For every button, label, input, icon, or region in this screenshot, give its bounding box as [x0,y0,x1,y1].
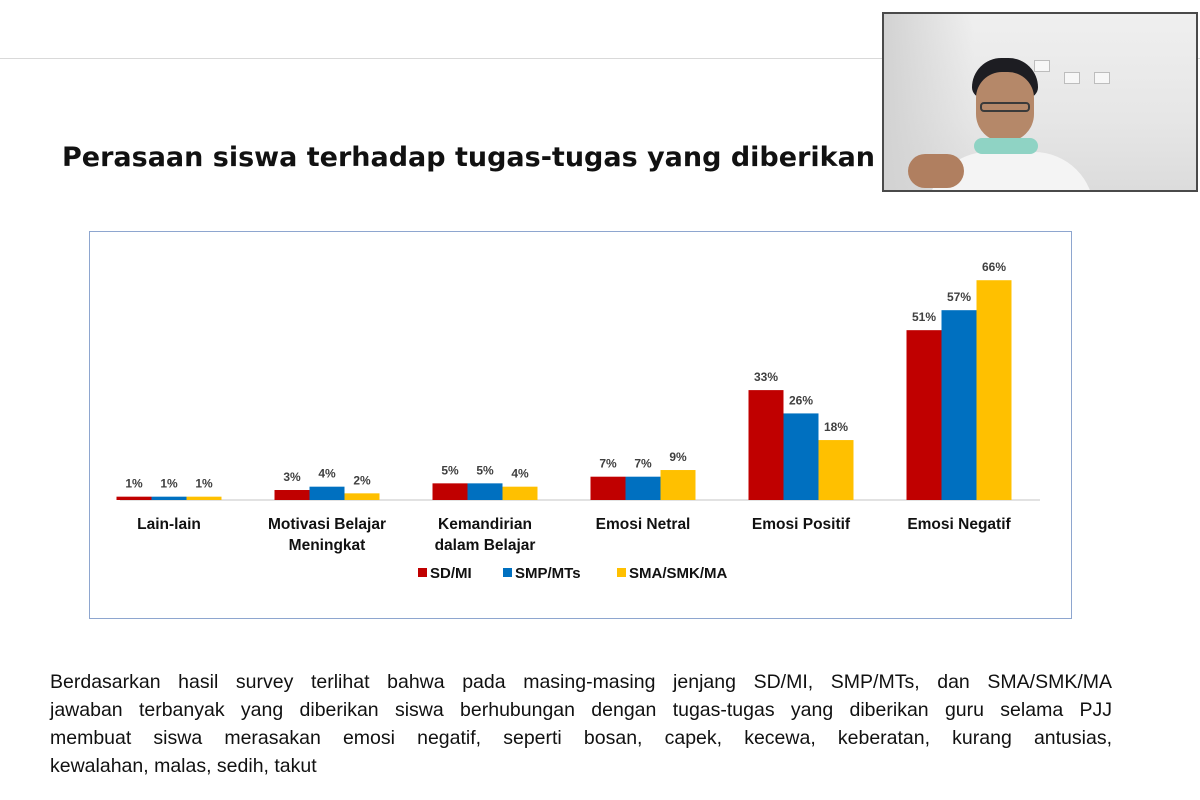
caption-line: membuat siswa merasakan emosi negatif, s… [50,727,1112,749]
bar [941,310,977,500]
wall-socket-icon [1064,72,1080,84]
category-label: Motivasi Belajar [268,516,386,533]
data-label: 7% [634,457,652,471]
data-label: 2% [353,473,371,487]
legend-swatch [418,568,427,577]
bar-chart: 1% 1% 1% Lain-lain 3% 4% 2% Motivasi Belajar Men… [116,260,1040,582]
bar [748,390,784,500]
webcam-video-feed[interactable] [882,12,1198,192]
data-label: 18% [824,420,848,434]
legend-swatch [503,568,512,577]
category-label: Kemandirian [438,516,532,533]
category-label: Emosi Positif [752,516,851,533]
top-divider [0,58,1200,59]
presenter-hand [908,154,964,188]
data-label: 5% [441,463,459,477]
category-label: Lain-lain [137,516,201,533]
data-label: 57% [947,290,971,304]
legend-label: SD/MI [430,565,472,582]
bar [502,486,538,500]
data-label: 9% [669,450,687,464]
caption-line: Berdasarkan hasil survey terlihat bahwa … [50,671,1112,693]
category-label: Emosi Netral [596,516,691,533]
data-label: 1% [125,477,143,491]
legend-label: SMP/MTs [515,565,581,582]
category-label: Meningkat [289,537,366,554]
bar [906,330,942,500]
wall-socket-icon [1034,60,1050,72]
wall-socket-icon [1094,72,1110,84]
presenter-mask [974,138,1038,154]
bar [818,440,854,500]
bar [976,280,1012,500]
category-label: Emosi Negatif [907,516,1011,533]
legend-label: SMA/SMK/MA [629,565,727,582]
bar [151,496,187,500]
data-label: 66% [982,260,1006,274]
data-label: 51% [912,310,936,324]
bar [590,476,626,500]
data-label: 1% [160,477,178,491]
caption-line: jawaban terbanyak yang diberikan siswa b… [50,699,1112,721]
bar [274,490,310,500]
bar [467,483,503,500]
data-label: 1% [195,477,213,491]
bar [432,483,468,500]
presenter-glasses [980,102,1030,112]
data-label: 4% [318,467,336,481]
data-label: 33% [754,370,778,384]
data-label: 3% [283,470,301,484]
slide-caption: Berdasarkan hasil survey terlihat bahwa … [50,668,1112,780]
data-label: 26% [789,393,813,407]
category-label: dalam Belajar [435,537,536,554]
data-label: 5% [476,463,494,477]
caption-line: kewalahan, malas, sedih, takut [50,755,317,777]
bar [344,493,380,500]
bar [116,496,152,500]
legend-swatch [617,568,626,577]
bar [186,496,222,500]
slide-title: Perasaan siswa terhadap tugas-tugas yang… [62,142,923,173]
presenter-face [976,72,1034,142]
data-label: 4% [511,467,529,481]
chart-frame: 1% 1% 1% Lain-lain 3% 4% 2% Motivasi Belajar Men… [89,231,1072,619]
bar [783,413,819,500]
data-label: 7% [599,457,617,471]
bar [625,476,661,500]
bar [660,470,696,500]
bar [309,486,345,500]
